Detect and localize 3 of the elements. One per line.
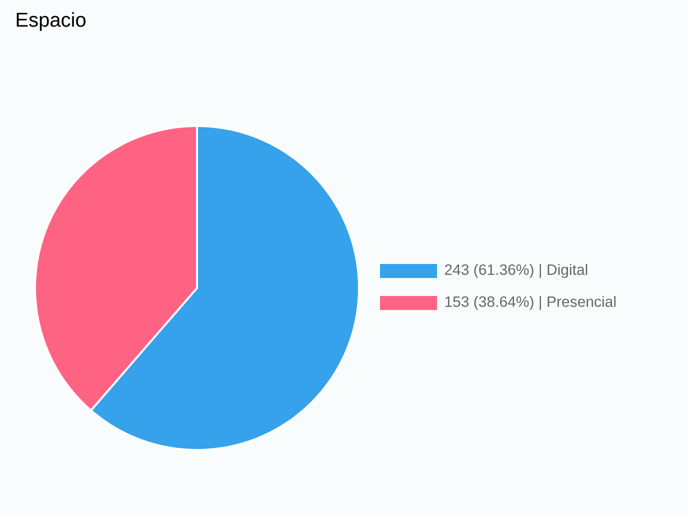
legend-label: 153 (38.64%) | Presencial (445, 296, 616, 310)
chart-title: Espacio (16, 12, 86, 31)
legend-label: 243 (61.36%) | Digital (444, 264, 588, 278)
